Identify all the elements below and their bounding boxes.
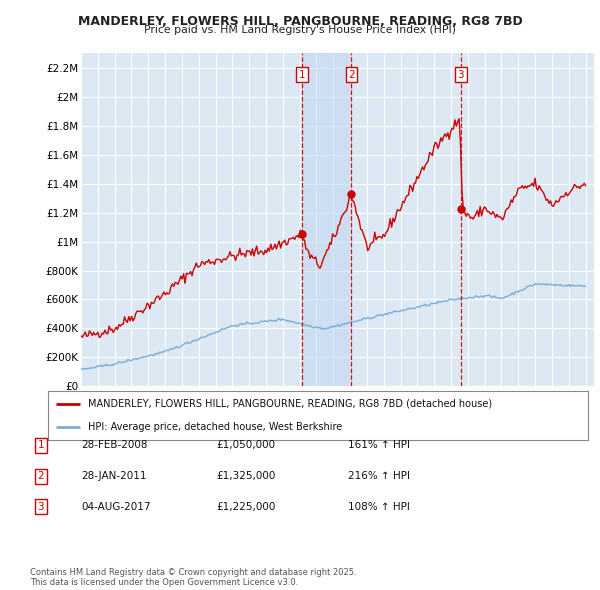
Text: 04-AUG-2017: 04-AUG-2017 [81, 502, 151, 512]
Text: Price paid vs. HM Land Registry's House Price Index (HPI): Price paid vs. HM Land Registry's House … [144, 25, 456, 35]
Text: 28-JAN-2011: 28-JAN-2011 [81, 471, 146, 481]
Text: 1: 1 [299, 70, 305, 80]
Text: 216% ↑ HPI: 216% ↑ HPI [348, 471, 410, 481]
Text: 2: 2 [348, 70, 355, 80]
Text: 1: 1 [37, 441, 44, 450]
Text: MANDERLEY, FLOWERS HILL, PANGBOURNE, READING, RG8 7BD: MANDERLEY, FLOWERS HILL, PANGBOURNE, REA… [77, 15, 523, 28]
Text: 2: 2 [37, 471, 44, 481]
Text: £1,325,000: £1,325,000 [216, 471, 275, 481]
Text: MANDERLEY, FLOWERS HILL, PANGBOURNE, READING, RG8 7BD (detached house): MANDERLEY, FLOWERS HILL, PANGBOURNE, REA… [89, 399, 493, 409]
Bar [302, 53, 352, 386]
Text: £1,225,000: £1,225,000 [216, 502, 275, 512]
Text: £1,050,000: £1,050,000 [216, 441, 275, 450]
Text: 108% ↑ HPI: 108% ↑ HPI [348, 502, 410, 512]
Text: 3: 3 [37, 502, 44, 512]
Text: 161% ↑ HPI: 161% ↑ HPI [348, 441, 410, 450]
Text: Contains HM Land Registry data © Crown copyright and database right 2025.
This d: Contains HM Land Registry data © Crown c… [30, 568, 356, 587]
Text: 28-FEB-2008: 28-FEB-2008 [81, 441, 148, 450]
Text: 3: 3 [458, 70, 464, 80]
Text: HPI: Average price, detached house, West Berkshire: HPI: Average price, detached house, West… [89, 422, 343, 432]
